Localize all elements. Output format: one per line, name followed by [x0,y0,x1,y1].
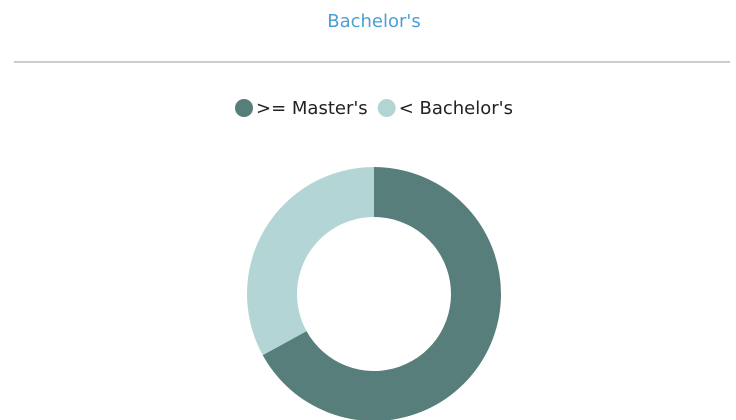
legend-swatch [377,99,396,117]
legend-label: < Bachelor's [399,98,513,119]
legend: >= Master's < Bachelor's [235,98,513,119]
legend-swatch [235,99,253,117]
chart-title: Bachelor's [327,11,421,32]
legend-label: >= Master's [256,98,368,119]
donut-slice [262,167,501,420]
donut-slice [247,167,374,356]
